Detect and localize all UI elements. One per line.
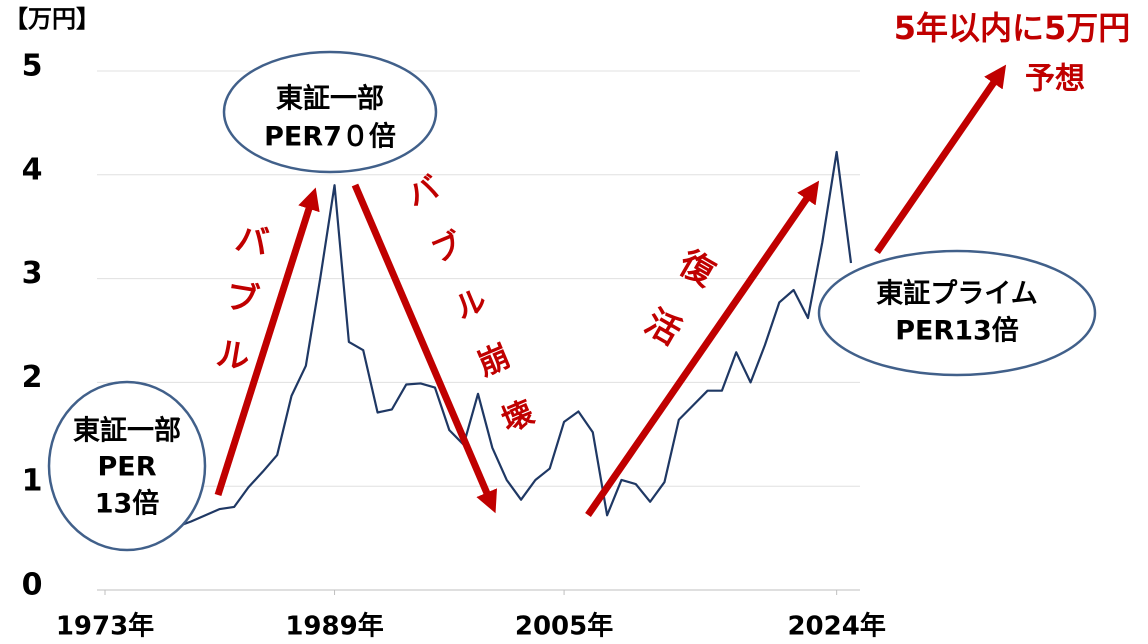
bubble: [222, 50, 438, 174]
y-tick-label: 1: [22, 464, 43, 499]
y-tick-label: 4: [22, 152, 43, 187]
x-tick-label: 2024年: [787, 611, 885, 642]
bubbles: [47, 50, 1097, 552]
series-line: [104, 150, 853, 551]
y-tick-label: 0: [22, 568, 43, 603]
forecast: 5年以内に5万円: [894, 9, 1131, 47]
bubble: [817, 249, 1097, 377]
x-tick-label: 1989年: [285, 611, 383, 642]
arrows: [214, 64, 1007, 517]
annotation: PER: [97, 452, 156, 483]
annotation: PER13倍: [895, 315, 1019, 347]
annotation: PER7０倍: [264, 121, 396, 153]
unit-label: 【万円】: [4, 5, 100, 33]
annotation: 東証一部: [73, 415, 181, 447]
arrow: [214, 187, 320, 497]
annotation: 13倍: [95, 488, 160, 520]
y-tick-label: 3: [22, 256, 43, 291]
phase-label: 復活: [618, 241, 722, 379]
plot: [104, 150, 853, 551]
arrow: [585, 180, 820, 517]
forecast-sub: 予想: [1025, 62, 1085, 97]
y-tick-label: 2: [22, 360, 43, 395]
arrow: [351, 183, 498, 514]
phase-label: バブル崩壊: [397, 170, 549, 465]
x-tick-label: 2005年: [515, 611, 613, 642]
x-tick-label: 1973年: [56, 611, 154, 642]
bubble: [47, 380, 207, 552]
y-tick-label: 5: [22, 49, 43, 84]
arrow: [874, 64, 1007, 254]
annotation: 東証プライム: [876, 278, 1037, 310]
annotation: 東証一部: [276, 83, 384, 115]
